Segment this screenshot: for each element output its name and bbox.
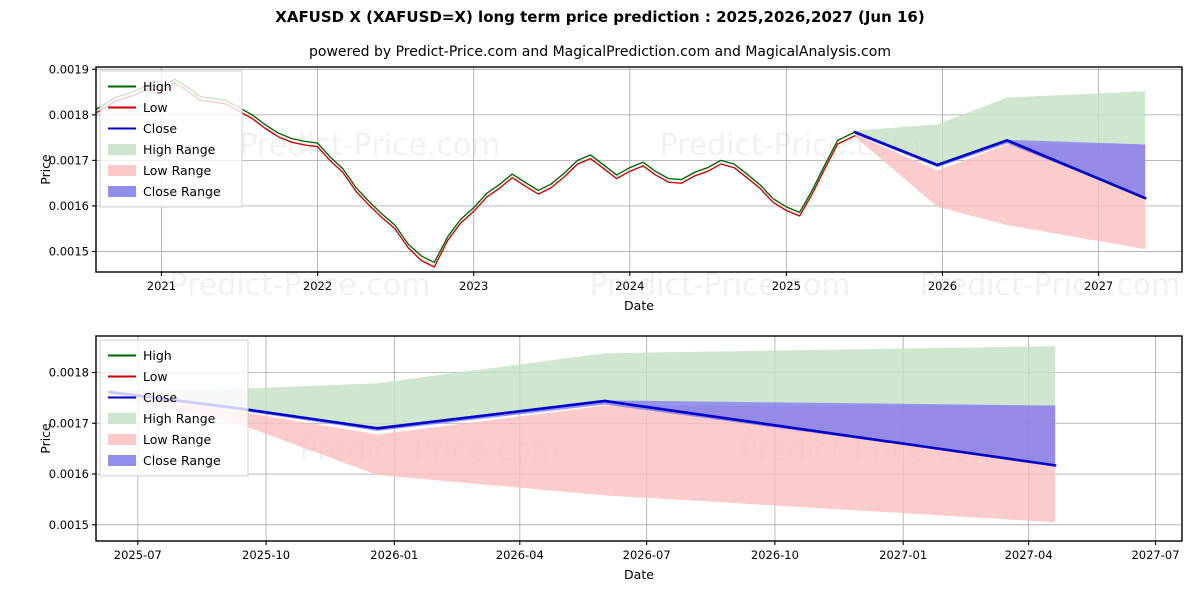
x-tick-label: 2026-04 — [496, 548, 544, 562]
x-tick-label: 2026-10 — [751, 548, 799, 562]
x-tick-label: 2025-10 — [242, 548, 290, 562]
y-tick-label: 0.0019 — [49, 62, 89, 76]
band-high-range — [854, 91, 1146, 165]
axes-frame — [95, 66, 1183, 273]
y-axis-label: Price — [38, 154, 53, 185]
legend-label-low: Low — [143, 369, 168, 384]
legend-label-close-range: Close Range — [143, 184, 221, 199]
band-close-range — [854, 132, 1146, 199]
y-tick-label: 0.0018 — [49, 108, 89, 122]
y-tick-label: 0.0015 — [49, 245, 89, 259]
y-tick-label: 0.0016 — [49, 199, 89, 213]
x-tick-label: 2025-07 — [114, 548, 162, 562]
x-tick-label: 2024 — [615, 279, 644, 293]
y-tick-label: 0.0016 — [49, 467, 89, 481]
x-tick-label: 2021 — [147, 279, 176, 293]
legend-label-close-range: Close Range — [143, 453, 221, 468]
legend-label-close: Close — [143, 121, 177, 136]
series-close — [853, 130, 1147, 200]
x-tick-label: 2027-01 — [879, 548, 927, 562]
x-tick-label: 2027-07 — [1131, 548, 1179, 562]
band-close-range — [108, 391, 1056, 466]
y-tick-label: 0.0018 — [49, 366, 89, 380]
legend-label-low: Low — [143, 100, 168, 115]
x-tick-label: 2023 — [459, 279, 488, 293]
y-axis-label: Price — [38, 423, 53, 454]
svg-text:Predict-Price.com: Predict-Price.com — [920, 268, 1181, 303]
forecast-bands — [108, 346, 1056, 523]
axis-ticks: 0.0015 0.0016 0.0017 0.0018 2025-07 2025-10 20… — [49, 366, 1180, 562]
x-axis-label: Date — [624, 298, 654, 313]
page-subtitle: powered by Predict-Price.com and Magical… — [309, 44, 891, 60]
legend-label-high-range: High Range — [143, 411, 216, 426]
x-tick-label: 2025 — [772, 279, 801, 293]
x-axis-label: Date — [624, 567, 654, 582]
legend-label-low-range: Low Range — [143, 163, 212, 178]
y-tick-label: 0.0017 — [49, 416, 89, 430]
x-tick-label: 2026-07 — [623, 548, 671, 562]
svg-text:Predict-Price.com: Predict-Price.com — [240, 128, 501, 163]
y-tick-label: 0.0015 — [49, 518, 89, 532]
svg-text:Predict-Price.com: Predict-Price.com — [590, 268, 851, 303]
watermark: Predict-Price.com Predict-Price.com Predic… — [170, 128, 1181, 303]
forecast-bands — [854, 91, 1146, 250]
legend-label-high: High — [143, 348, 172, 363]
legend-label-close: Close — [143, 390, 177, 405]
legend[interactable]: High Low Close High Range Low Range Close Ran… — [99, 70, 243, 208]
svg-text:Predict-Price.com: Predict-Price.com — [170, 268, 431, 303]
x-tick-label: 2027-04 — [1005, 548, 1053, 562]
legend-label-high: High — [143, 79, 172, 94]
top-chart-panel: Predict-Price.com Predict-Price.com Predic… — [0, 60, 1200, 320]
x-tick-label: 2026 — [928, 279, 957, 293]
legend-label-low-range: Low Range — [143, 432, 212, 447]
band-high-range — [108, 346, 1056, 429]
axes-frame — [95, 335, 1183, 542]
x-tick-label: 2022 — [303, 279, 332, 293]
x-tick-label: 2026-01 — [370, 548, 418, 562]
bottom-chart-panel: Predict-Price.comPredict-Price.com0.0015… — [0, 328, 1200, 593]
axis-ticks: 0.0015 0.0016 0.0017 0.0018 0.0019 2021 2022 20… — [49, 62, 1113, 293]
x-tick-label: 2027 — [1084, 279, 1113, 293]
legend[interactable]: High Low Close High Range Low Range Close Ran… — [99, 339, 249, 477]
legend-label-high-range: High Range — [143, 142, 216, 157]
page-title: XAFUSD X (XAFUSD=X) long term price pred… — [275, 8, 925, 26]
y-tick-label: 0.0017 — [49, 153, 89, 167]
